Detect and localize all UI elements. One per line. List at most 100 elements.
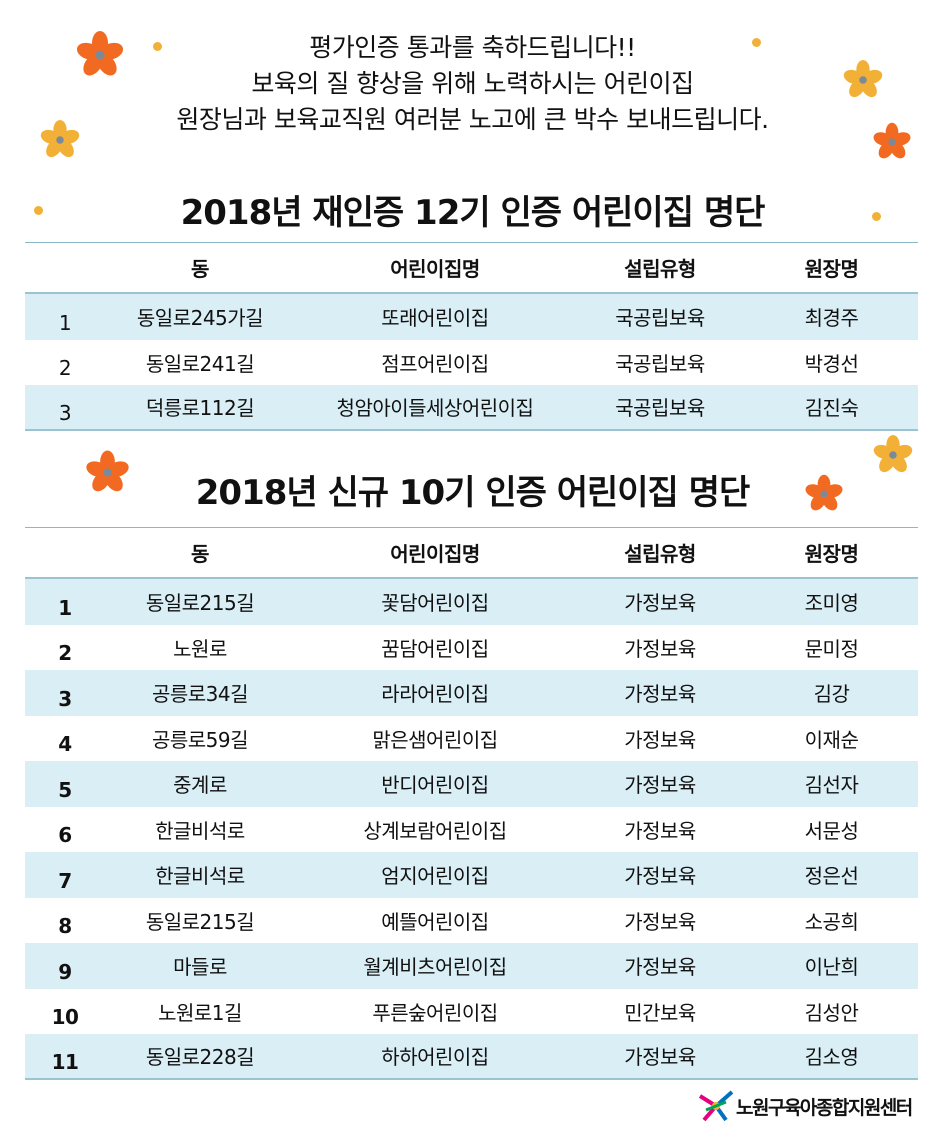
table1: 동 어린이집명 설립유형 원장명 1 동일로245가길 또래어린이집 국공립보육 최경주 2 동일로… (25, 242, 918, 431)
table-cell: 가정보육 (624, 864, 696, 889)
table-cell: 꿈담어린이집 (381, 636, 489, 661)
intro-line: 평가인증 통과를 축하드립니다!! (309, 33, 636, 62)
table-cell: 반디어린이집 (381, 773, 489, 798)
congratulation-message: 평가인증 통과를 축하드립니다!! 보육의 질 향상을 위해 노력하시는 어린이… (0, 30, 945, 138)
table-cell: 김소영 (804, 1045, 859, 1070)
table-cell: 하하어린이집 (381, 1045, 489, 1070)
table-row: 2 동일로241길 점프어린이집 국공립보육 박경선 (25, 340, 918, 386)
table-cell: 동일로245가길 (136, 306, 264, 331)
table-cell: 가정보육 (624, 955, 696, 980)
table-row: 6 한글비석로 상계보람어린이집 가정보육 서문성 (25, 807, 918, 853)
table-cell: 덕릉로112길 (145, 396, 255, 421)
table-row: 2 노원로 꿈담어린이집 가정보육 문미정 (25, 625, 918, 671)
table-cell: 국공립보육 (615, 396, 705, 421)
table-cell: 설립유형 (624, 257, 696, 281)
table-row: 1 동일로245가길 또래어린이집 국공립보육 최경주 (25, 294, 918, 340)
table-cell: 문미정 (804, 636, 859, 661)
table-cell: 서문성 (804, 818, 859, 843)
table-cell: 원장명 (804, 542, 859, 566)
table-cell: 중계로 (173, 773, 227, 798)
table-cell: 또래어린이집 (381, 306, 489, 331)
table-cell: 동일로241길 (145, 351, 255, 376)
table-cell: 가정보육 (624, 773, 696, 798)
table-cell: 공릉로34길 (151, 682, 249, 707)
table-cell: 노원로1길 (158, 1000, 242, 1025)
table-cell: 한글비석로 (155, 818, 245, 843)
table2-title: 2018년 신규 10기 인증 어린이집 명단 (195, 473, 751, 513)
table-cell: 국공립보육 (615, 351, 705, 376)
table-cell: 3 (58, 400, 72, 425)
table-cell: 1 (58, 310, 72, 335)
table-cell: 노원로 (173, 636, 227, 661)
table1-title: 2018년 재인증 12기 인증 어린이집 명단 (180, 193, 766, 233)
table-cell: 김진숙 (804, 396, 859, 421)
table-cell (25, 547, 105, 559)
table-cell: 점프어린이집 (381, 351, 489, 376)
dot-decoration (153, 42, 162, 51)
table-cell: 10 (51, 1005, 79, 1030)
table-cell: 어린이집명 (390, 257, 480, 281)
table-cell: 동일로215길 (145, 909, 255, 934)
table-cell: 7 (58, 868, 72, 893)
table-cell: 상계보람어린이집 (363, 818, 507, 843)
table-cell: 맑은샘어린이집 (372, 727, 498, 752)
table-cell: 공릉로59길 (151, 727, 249, 752)
table-cell: 가정보육 (624, 727, 696, 752)
table-cell: 한글비석로 (155, 864, 245, 889)
table-cell: 최경주 (804, 306, 859, 331)
table-cell: 푸른숲어린이집 (372, 1000, 498, 1025)
table-cell: 11 (51, 1049, 79, 1074)
table2: 동 어린이집명 설립유형 원장명 1 동일로215길 꽃담어린이집 가정보육 조미영 2 노원로 꿈담… (25, 527, 918, 1080)
table-cell: 동 (191, 542, 209, 566)
table-cell: 김강 (813, 682, 850, 707)
table-cell: 3 (58, 686, 72, 711)
logo-text: 노원구육아종합지원센터 (736, 1096, 913, 1119)
table-row: 8 동일로215길 예뜰어린이집 가정보육 소공희 (25, 898, 918, 944)
intro-line: 보육의 질 향상을 위해 노력하시는 어린이집 (251, 69, 694, 98)
table-cell: 김선자 (804, 773, 859, 798)
table-cell: 라라어린이집 (381, 682, 489, 707)
table-cell: 2 (58, 356, 72, 381)
table-cell: 엄지어린이집 (381, 864, 489, 889)
table-cell: 가정보육 (624, 591, 696, 616)
table-header: 동 어린이집명 설립유형 원장명 (25, 242, 918, 294)
logo: 노원구육아종합지원센터 (696, 1086, 913, 1126)
table-cell: 조미영 (804, 591, 859, 616)
table-cell: 박경선 (804, 351, 859, 376)
table-cell: 9 (58, 959, 72, 984)
logo-icon (698, 1090, 734, 1122)
table-row: 1 동일로215길 꽃담어린이집 가정보육 조미영 (25, 579, 918, 625)
table-header: 동 어린이집명 설립유형 원장명 (25, 527, 918, 579)
table-cell: 6 (58, 823, 72, 848)
table-cell: 설립유형 (624, 542, 696, 566)
dot-decoration (872, 212, 881, 221)
table-cell: 가정보육 (624, 636, 696, 661)
table-cell: 가정보육 (624, 818, 696, 843)
table-cell: 어린이집명 (390, 542, 480, 566)
table-cell: 예뜰어린이집 (381, 909, 489, 934)
dot-decoration (34, 206, 43, 215)
table-cell: 동 (191, 257, 209, 281)
table-row: 5 중계로 반디어린이집 가정보육 김선자 (25, 761, 918, 807)
dot-decoration (752, 38, 761, 47)
table-cell: 정은선 (804, 864, 859, 889)
table-cell: 2 (58, 641, 72, 666)
table-cell: 소공희 (804, 909, 859, 934)
table-cell: 가정보육 (624, 1045, 696, 1070)
table-cell: 이난희 (804, 955, 859, 980)
table-cell: 동일로228길 (145, 1045, 255, 1070)
table-row: 3 덕릉로112길 청암아이들세상어린이집 국공립보육 김진숙 (25, 385, 918, 431)
table-row: 3 공릉로34길 라라어린이집 가정보육 김강 (25, 670, 918, 716)
table-cell: 가정보육 (624, 682, 696, 707)
intro-line: 원장님과 보육교직원 여러분 노고에 큰 박수 보내드립니다. (176, 105, 769, 134)
table-cell: 청암아이들세상어린이집 (336, 396, 534, 421)
table-cell: 4 (58, 732, 72, 757)
table-cell: 8 (58, 914, 72, 939)
table-cell: 민간보육 (624, 1000, 696, 1025)
table-cell: 가정보육 (624, 909, 696, 934)
table-cell: 1 (58, 595, 72, 620)
table-cell: 월계비츠어린이집 (363, 955, 507, 980)
table-row: 11 동일로228길 하하어린이집 가정보육 김소영 (25, 1034, 918, 1080)
table-cell: 꽃담어린이집 (381, 591, 489, 616)
table-cell: 마들로 (173, 955, 227, 980)
